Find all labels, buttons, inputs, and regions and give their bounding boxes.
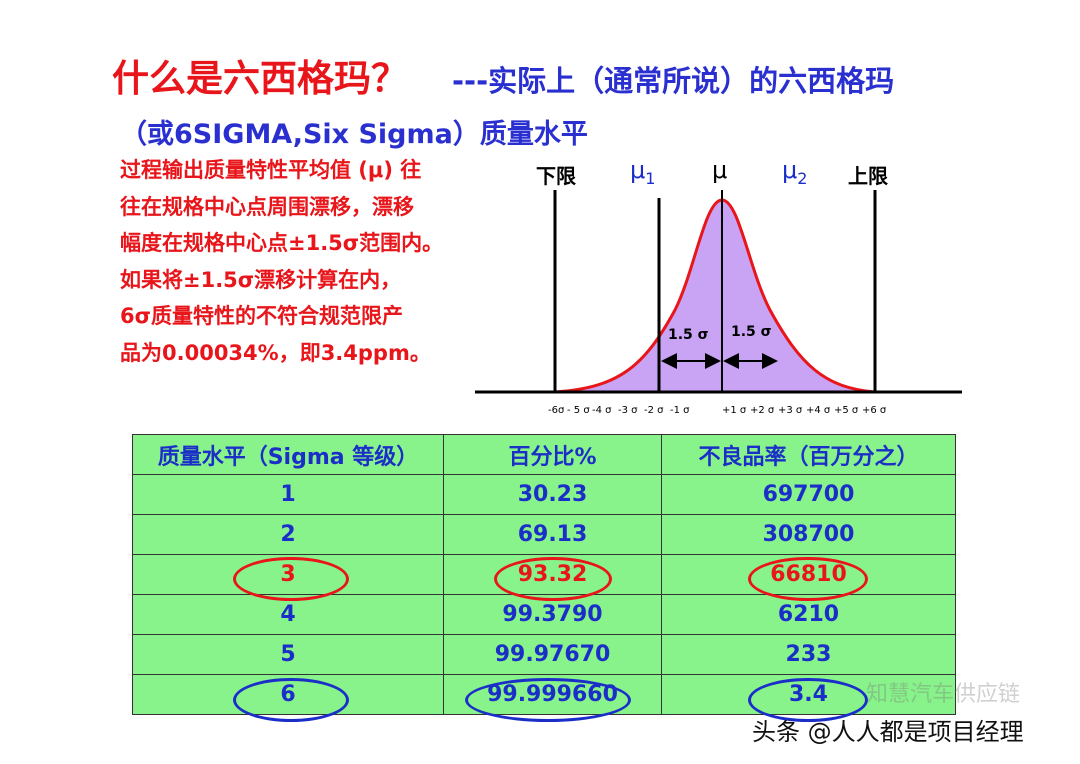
axis-tick: - 5 σ	[567, 405, 590, 416]
table-cell: 69.13	[443, 514, 662, 555]
description-line: 幅度在规格中心点±1.5σ范围内。	[120, 231, 444, 255]
left-shift-label: 1.5 σ	[668, 327, 709, 343]
description-line: 品为0.00034%，即3.4ppm。	[120, 340, 431, 365]
axis-tick: -2 σ	[644, 405, 664, 416]
axis-tick: +5 σ	[834, 405, 859, 416]
axis-tick: +2 σ	[750, 405, 775, 416]
right-shift-label: 1.5 σ	[731, 324, 772, 340]
table-cell: 2	[132, 514, 444, 555]
upper-limit-label: 上限	[848, 164, 888, 188]
column-header: 质量水平（Sigma 等级）	[132, 434, 444, 475]
axis-tick-labels: -6σ - 5 σ -4 σ -3 σ -2 σ -1 σ +1 σ +2 σ …	[548, 405, 887, 416]
axis-tick: -3 σ	[618, 405, 638, 416]
table-cell: 6210	[661, 594, 956, 635]
axis-tick: +1 σ	[722, 405, 747, 416]
description-line: 如果将±1.5σ漂移计算在内，	[120, 267, 402, 292]
table-cell: 1	[132, 474, 444, 515]
mu2-label: μ2	[782, 156, 807, 188]
table-row-highlight-red: 3 93.32 66810	[132, 554, 956, 595]
lower-limit-label: 下限	[536, 164, 576, 188]
axis-tick: -6σ	[548, 405, 565, 416]
description: 过程输出质量特性平均值 (μ) 往 往在规格中心点周围漂移，漂移 幅度在规格中心…	[120, 152, 500, 371]
table-cell: 233	[661, 634, 956, 675]
table-cell: 99.97670	[443, 634, 662, 675]
page-subtitle: ---实际上（通常所说）的六西格玛	[452, 64, 895, 98]
axis-tick: -1 σ	[670, 405, 690, 416]
watermark: 知慧汽车供应链	[866, 682, 1021, 707]
curve-fill	[555, 200, 875, 392]
table-cell: 99.3790	[443, 594, 662, 635]
page-title-line2: （或6SIGMA,Six Sigma）质量水平	[120, 119, 588, 150]
table-cell: 6	[132, 674, 444, 715]
table-row: 1 30.23 697700	[132, 474, 956, 515]
table-cell: 697700	[661, 474, 956, 515]
table-row-highlight-blue: 6 99.999660 3.4	[132, 674, 956, 715]
table-cell: 4	[132, 594, 444, 635]
credit-text: 头条 @人人都是项目经理	[752, 718, 1024, 746]
axis-tick: +6 σ	[862, 405, 887, 416]
description-line: 过程输出质量特性平均值 (μ) 往	[120, 158, 422, 182]
table-cell: 3	[132, 554, 444, 595]
table-cell: 66810	[661, 554, 956, 595]
table-header-row: 质量水平（Sigma 等级） 百分比% 不良品率（百万分之）	[132, 434, 956, 475]
description-line: 6σ质量特性的不符合规范限产	[120, 304, 403, 328]
axis-tick: -4 σ	[592, 405, 612, 416]
table-row: 2 69.13 308700	[132, 514, 956, 555]
axis-tick: +3 σ	[778, 405, 803, 416]
column-header: 百分比%	[443, 434, 662, 475]
mu-label: μ	[712, 156, 727, 184]
table-row: 5 99.97670 233	[132, 634, 956, 675]
page-title: 什么是六西格玛？	[112, 57, 408, 100]
table-cell: 5	[132, 634, 444, 675]
description-line: 往在规格中心点周围漂移，漂移	[120, 194, 414, 219]
table-cell: 99.999660	[443, 674, 662, 715]
column-header: 不良品率（百万分之）	[661, 434, 956, 475]
axis-tick: +4 σ	[806, 405, 831, 416]
normal-distribution-diagram: 下限 上限 μ1 μ μ2 1.5 σ 1.5 σ -6σ - 5 σ -4 σ…	[475, 156, 962, 416]
table-cell: 93.32	[443, 554, 662, 595]
table-cell: 308700	[661, 514, 956, 555]
sigma-table: 质量水平（Sigma 等级） 百分比% 不良品率（百万分之） 1 30.23 6…	[132, 434, 956, 715]
mu1-label: μ1	[630, 156, 655, 188]
table-row: 4 99.3790 6210	[132, 594, 956, 635]
table-cell: 30.23	[443, 474, 662, 515]
